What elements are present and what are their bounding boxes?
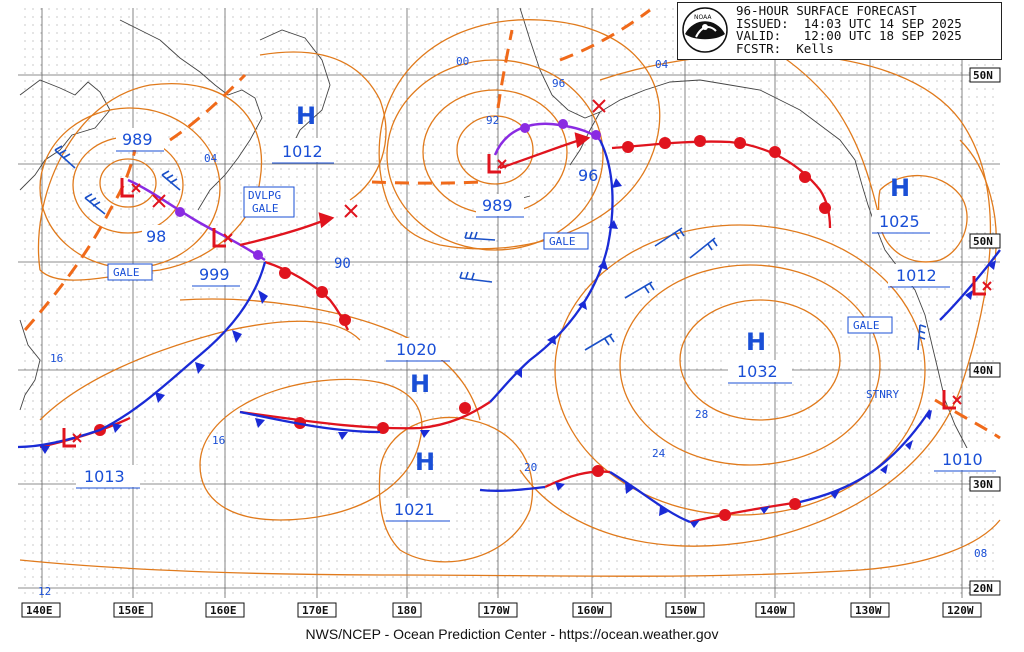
isobar-label: 96 xyxy=(552,77,565,90)
valid-time: VALID: 12:00 UTC 18 SEP 2025 xyxy=(736,28,962,44)
high-letter: H xyxy=(746,328,766,356)
lon-label: 170E xyxy=(302,604,329,617)
isobar-label: 92 xyxy=(486,114,499,127)
svg-text:NOAA: NOAA xyxy=(694,14,712,21)
isobar-label: 28 xyxy=(695,408,708,421)
pressure-value: 1025 xyxy=(879,212,920,231)
pressure-value: 1012 xyxy=(896,266,937,285)
pressure-value: 989 xyxy=(482,196,513,215)
pressure-value: 999 xyxy=(199,265,230,284)
lon-label: 130W xyxy=(855,604,882,617)
lon-label: 160W xyxy=(577,604,604,617)
gale-warning: GALE xyxy=(252,202,279,215)
lat-label: 20N xyxy=(973,582,993,595)
low-center-markers xyxy=(62,99,992,448)
gale-warning: GALE xyxy=(549,235,576,248)
isobar-label: 12 xyxy=(38,585,51,598)
isobar-label: 04 xyxy=(204,152,218,165)
isobar-label: 96 xyxy=(578,166,598,185)
forecaster: FCSTR: Kells xyxy=(736,41,834,57)
isobar-label: 16 xyxy=(50,352,63,365)
high-letter: H xyxy=(296,102,316,130)
gale-warning: GALE xyxy=(113,266,140,279)
axis-labels: 140E 150E 160E 170E 180 170W 160W 150W 1… xyxy=(21,67,1001,618)
pressure-value: 1010 xyxy=(942,450,983,469)
lon-label: 150E xyxy=(118,604,145,617)
isobar-label: 04 xyxy=(655,58,669,71)
lon-label: 140W xyxy=(760,604,787,617)
lat-label: 50N xyxy=(973,235,993,248)
pressure-value: 1013 xyxy=(84,467,125,486)
isobar-label: 90 xyxy=(334,256,351,272)
lon-label: 120W xyxy=(947,604,974,617)
coastlines xyxy=(19,7,969,451)
lon-label: 140E xyxy=(26,604,53,617)
dvlpg-warning: DVLPG xyxy=(248,189,281,202)
header-text: 96-HOUR SURFACE FORECAST ISSUED: 14:03 U… xyxy=(736,3,962,57)
pressure-value: 1021 xyxy=(394,500,435,519)
noaa-logo: NOAA xyxy=(682,7,728,53)
troughs xyxy=(23,8,1001,440)
pressure-value: 1020 xyxy=(396,340,437,359)
lat-label: 30N xyxy=(973,478,993,491)
cold-fronts xyxy=(17,139,1001,524)
isobar-label: 08 xyxy=(974,547,987,560)
high-letter: H xyxy=(890,174,910,202)
footer-credit: NWS/NCEP - Ocean Prediction Center - htt… xyxy=(305,626,719,642)
lon-label: 160E xyxy=(210,604,237,617)
pressure-value: 98 xyxy=(146,227,166,246)
lon-label: 170W xyxy=(483,604,510,617)
pressure-value: 1012 xyxy=(282,142,323,161)
pressure-centers: H 1012 H 1025 H 1032 1020 H H 1021 989 9… xyxy=(76,102,996,522)
isobar-label: 24 xyxy=(652,447,666,460)
isobar-label: 20 xyxy=(524,461,537,474)
lat-label: 40N xyxy=(973,364,993,377)
pressure-value: 1032 xyxy=(737,362,778,381)
issued-time: ISSUED: 14:03 UTC 14 SEP 2025 xyxy=(736,15,962,31)
header-title: 96-HOUR SURFACE FORECAST xyxy=(736,3,917,18)
isobar-label: 00 xyxy=(456,55,469,68)
lon-label: 150W xyxy=(670,604,697,617)
isobars xyxy=(19,19,1001,577)
high-letter: H xyxy=(410,370,430,398)
storm-tracks xyxy=(239,132,591,247)
isobar-label: 16 xyxy=(212,434,225,447)
cold-front-triangles xyxy=(40,178,996,528)
wind-barbs xyxy=(54,145,927,351)
warning-labels: GALE DVLPG GALE GALE GALE STNRY xyxy=(107,186,899,401)
gale-warning: GALE xyxy=(853,319,880,332)
lat-label: 50N xyxy=(973,69,993,82)
isobar-labels: 04 00 92 96 04 90 16 20 24 28 08 12 16 xyxy=(38,55,987,598)
forecast-header: NOAA 96-HOUR SURFACE FORECAST ISSUED: 14… xyxy=(677,2,1002,60)
lon-label: 180 xyxy=(397,604,417,617)
stationary-label: STNRY xyxy=(866,388,899,401)
pressure-value: 989 xyxy=(122,130,153,149)
high-letter: H xyxy=(415,448,435,476)
